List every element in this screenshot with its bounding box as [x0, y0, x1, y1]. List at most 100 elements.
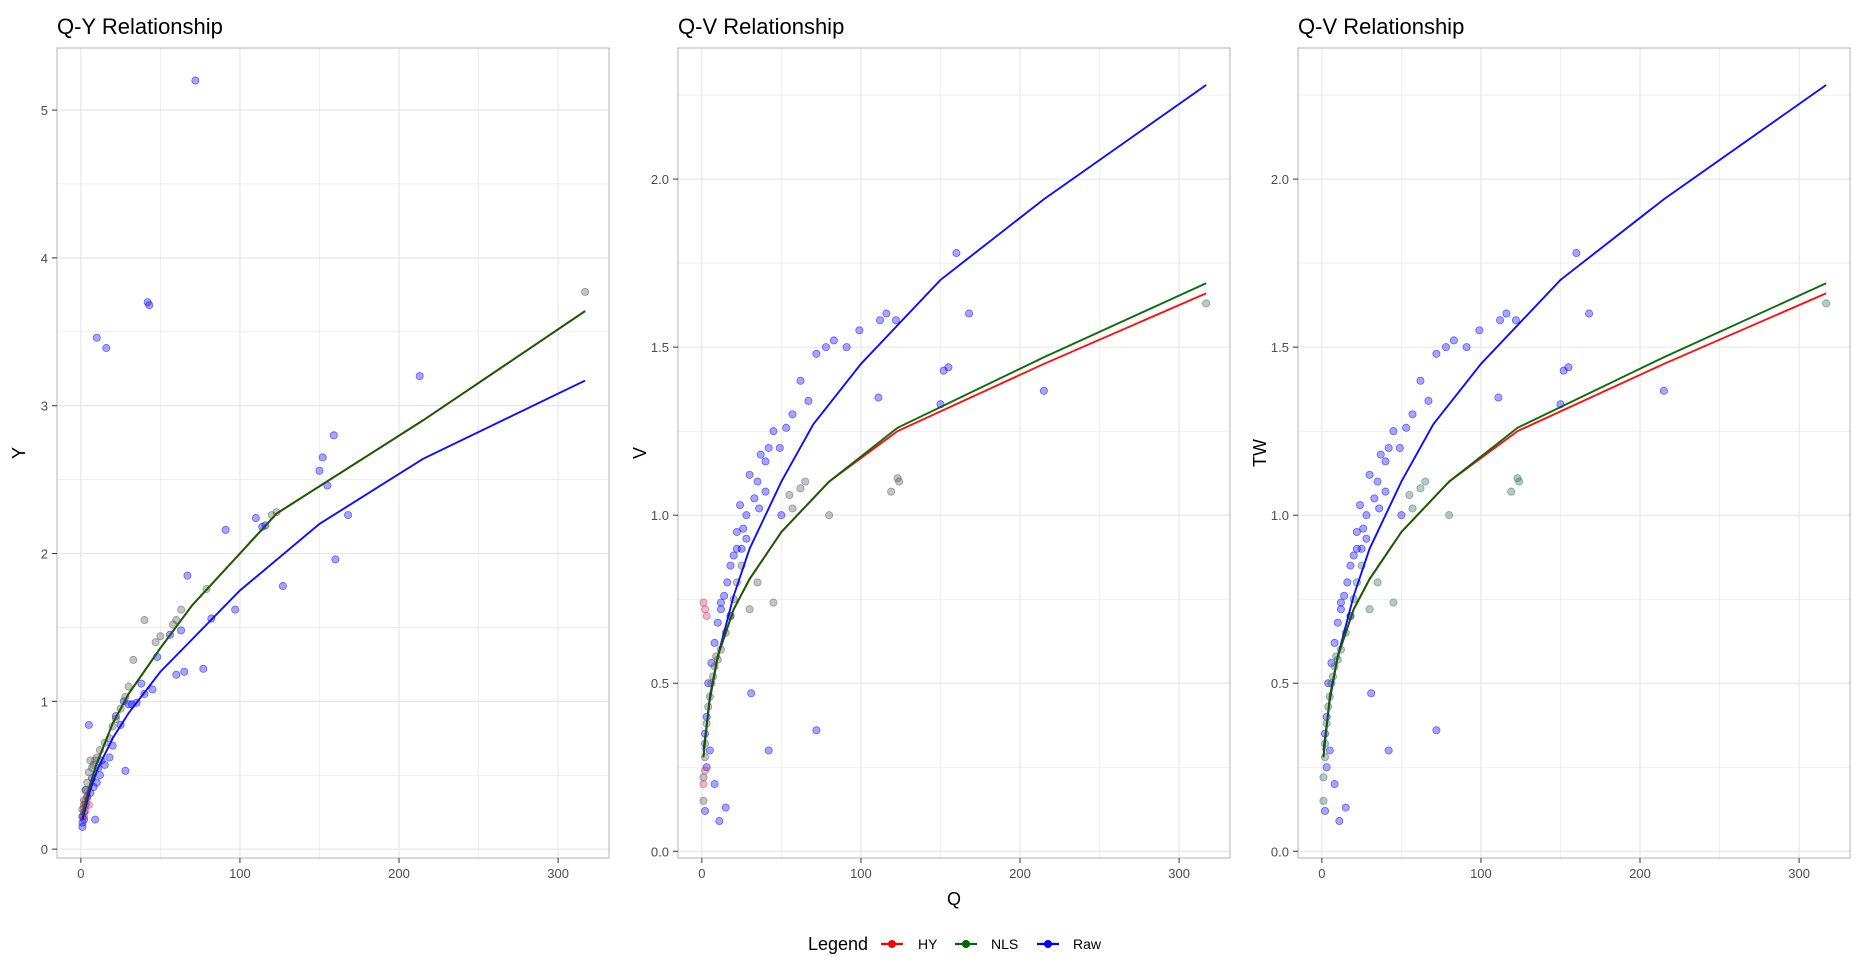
data-point: [1507, 487, 1516, 496]
data-point: [702, 612, 711, 621]
data-point: [1559, 366, 1568, 375]
data-point: [191, 76, 200, 85]
panel-2: Q-V Relationship 0 100 200 300 0.0 0.5 1.0 1.5 2.…: [630, 14, 1231, 909]
panel-2-ylabel: V: [630, 447, 650, 459]
data-point: [1405, 491, 1414, 500]
data-point: [1202, 299, 1211, 308]
data-point: [156, 632, 165, 641]
x-tick-label: 200: [1629, 866, 1651, 881]
panel-1-plot: [78, 76, 590, 831]
x-tick-label: 300: [1168, 866, 1190, 881]
x-tick-label: 0: [77, 866, 84, 881]
data-point: [1408, 410, 1417, 419]
data-point: [1376, 450, 1385, 459]
data-point: [1356, 501, 1365, 510]
data-point: [177, 605, 186, 614]
data-point: [764, 746, 773, 755]
data-point: [713, 618, 722, 627]
data-point: [140, 616, 149, 625]
data-point: [701, 806, 710, 815]
panel-2-frame: [677, 47, 1231, 859]
data-point: [1432, 726, 1441, 735]
data-point: [801, 477, 810, 486]
data-point: [1496, 316, 1505, 325]
data-point: [755, 504, 764, 513]
data-point: [1322, 763, 1331, 772]
data-point: [1475, 326, 1484, 335]
x-tick-label: 200: [388, 866, 410, 881]
data-point: [1352, 544, 1361, 553]
data-point: [183, 571, 192, 580]
panel-2-grid: [678, 48, 1230, 858]
data-point: [137, 679, 146, 688]
data-point: [895, 477, 904, 486]
data-point: [705, 746, 714, 755]
data-point: [788, 504, 797, 513]
data-point: [753, 578, 762, 587]
data-point: [750, 494, 759, 503]
data-point: [1321, 806, 1330, 815]
panel-3-frame: [1297, 47, 1851, 859]
data-point: [199, 664, 208, 673]
data-point: [129, 655, 138, 664]
data-point: [1494, 393, 1503, 402]
data-point: [764, 443, 773, 452]
legend-key-nls-dot: [962, 940, 970, 948]
data-point: [1373, 578, 1382, 587]
legend-label-raw: Raw: [1073, 936, 1102, 952]
y-tick-label: 0.0: [651, 844, 669, 859]
data-point: [939, 366, 948, 375]
data-point: [124, 700, 133, 709]
data-point: [251, 514, 260, 523]
data-point: [1325, 746, 1334, 755]
panels: Q-Y Relationship 0 100 200 300 0 1 2 3 4 5 Y Q-V Rel…: [9, 14, 1851, 909]
data-point: [1375, 504, 1384, 513]
points-raw: [701, 249, 1048, 826]
data-point: [736, 501, 745, 510]
data-point: [318, 453, 327, 462]
data-point: [756, 450, 765, 459]
y-tick-label: 1.0: [651, 508, 669, 523]
data-point: [1335, 817, 1344, 826]
data-point: [796, 484, 805, 493]
data-point: [1511, 316, 1520, 325]
data-point: [1421, 477, 1430, 486]
legend-label-hy: HY: [918, 936, 938, 952]
panel-2-title: Q-V Relationship: [678, 14, 844, 39]
data-point: [753, 477, 762, 486]
panel-1-frame: [56, 47, 610, 859]
data-point: [716, 598, 725, 607]
data-point: [1822, 299, 1831, 308]
x-tick-label: 0: [1318, 866, 1325, 881]
legend-key-hy-dot: [888, 940, 896, 948]
data-point: [965, 309, 974, 318]
data-point: [78, 822, 87, 831]
y-tick-label: 5: [41, 103, 48, 118]
data-point: [812, 726, 821, 735]
data-point: [1424, 396, 1433, 405]
data-point: [415, 372, 424, 381]
data-point: [742, 534, 751, 543]
data-point: [777, 511, 786, 520]
data-point: [102, 344, 111, 353]
data-point: [710, 780, 719, 789]
panel-1-grid: [57, 48, 609, 858]
data-point: [1319, 796, 1328, 805]
data-point: [715, 817, 724, 826]
legend-key-raw: Raw: [1037, 936, 1102, 952]
data-point: [1346, 561, 1355, 570]
data-point: [1659, 386, 1668, 395]
fit-line-raw: [81, 379, 586, 820]
data-point: [699, 796, 708, 805]
data-point: [84, 768, 93, 777]
data-point: [775, 443, 784, 452]
legend: Legend HY NLS Raw: [808, 934, 1102, 954]
data-point: [742, 511, 751, 520]
data-point: [1384, 746, 1393, 755]
y-tick-label: 2.0: [651, 172, 669, 187]
data-point: [1367, 689, 1376, 698]
y-tick-label: 2.0: [1271, 172, 1289, 187]
data-point: [782, 423, 791, 432]
legend-title: Legend: [808, 934, 868, 954]
